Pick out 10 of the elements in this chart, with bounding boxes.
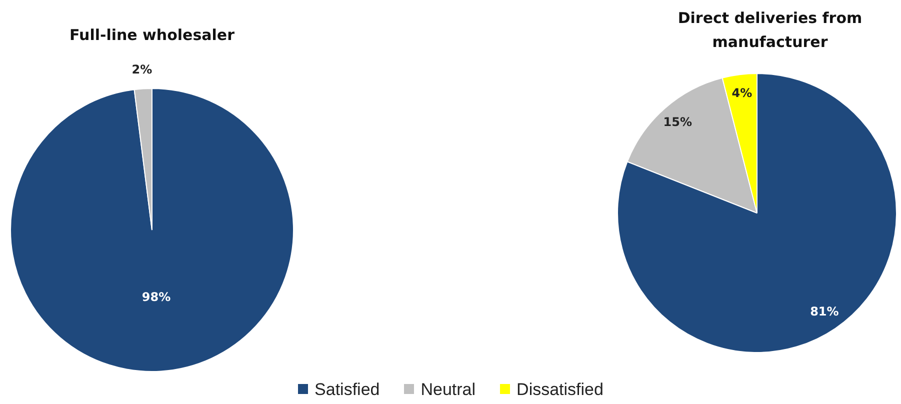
data-label: 98% bbox=[142, 290, 171, 304]
data-label: 15% bbox=[663, 115, 692, 130]
data-label: 81% bbox=[810, 304, 839, 318]
legend-label: Satisfied bbox=[314, 380, 380, 399]
data-label: 2% bbox=[132, 62, 152, 77]
legend-label: Neutral bbox=[420, 380, 476, 399]
slice-label: Full-line wholesaler bbox=[68, 25, 236, 46]
slice-label: Direct deliveries from manufacturer bbox=[676, 8, 864, 53]
data-label: 4% bbox=[732, 86, 752, 100]
legend-label: Dissatisfied bbox=[516, 380, 604, 399]
